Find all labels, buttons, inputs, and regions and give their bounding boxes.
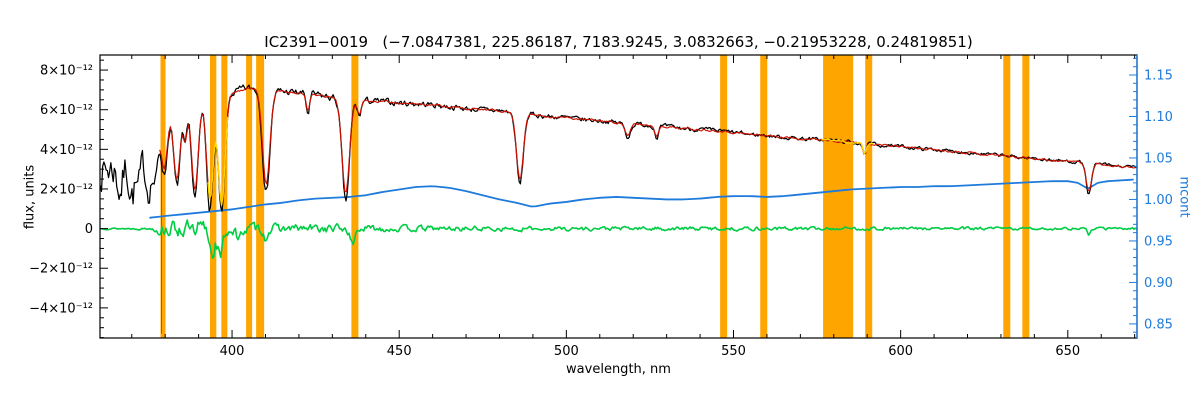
mask-band bbox=[256, 55, 265, 338]
masked-model-curve bbox=[207, 116, 229, 206]
tick-label: 450 bbox=[387, 344, 412, 359]
y-axis-label-flux: flux, units bbox=[22, 164, 38, 230]
tick-label: 2×10⁻¹² bbox=[40, 182, 93, 197]
masked-model-curve bbox=[821, 138, 874, 155]
tick-label: −2×10⁻¹² bbox=[29, 262, 93, 277]
spectrum-curve bbox=[100, 84, 1137, 212]
mcont-curve bbox=[149, 178, 1134, 219]
tick-label: 0.85 bbox=[1144, 317, 1173, 332]
mask-band bbox=[1022, 55, 1030, 338]
x-axis-label: wavelength, nm bbox=[566, 362, 671, 377]
tick-label: 1.05 bbox=[1144, 151, 1173, 166]
tick-label: 500 bbox=[554, 344, 579, 359]
mask-band bbox=[209, 55, 217, 338]
tick-label: 400 bbox=[220, 344, 245, 359]
tick-label: 1.00 bbox=[1144, 193, 1173, 208]
mask-bands bbox=[160, 55, 1030, 338]
mask-band bbox=[246, 55, 253, 338]
residual-curve bbox=[100, 219, 1137, 260]
tick-label: −4×10⁻¹² bbox=[29, 301, 93, 316]
tick-label: 4×10⁻¹² bbox=[40, 143, 93, 158]
mask-band bbox=[221, 55, 228, 338]
tick-label: 550 bbox=[721, 344, 746, 359]
tick-label: 8×10⁻¹² bbox=[40, 64, 93, 79]
tick-label: 650 bbox=[1055, 344, 1080, 359]
tick-label: 600 bbox=[888, 344, 913, 359]
y-axis-label-mcont: mcont bbox=[1176, 176, 1192, 218]
plot-title: IC2391−0019 (−7.0847381, 225.86187, 7183… bbox=[264, 33, 973, 51]
tick-label: 1.15 bbox=[1144, 68, 1173, 83]
mask-band bbox=[823, 55, 854, 338]
tick-label: 0.95 bbox=[1144, 234, 1173, 249]
tick-label: 0 bbox=[85, 222, 93, 237]
model-curve bbox=[159, 87, 1137, 207]
mask-band bbox=[160, 55, 166, 338]
axes: 400 450 500 550 600 650 8×10⁻¹² 6×10⁻¹² 4×10⁻¹² 2… bbox=[29, 54, 1173, 359]
tick-label: 0.90 bbox=[1144, 276, 1173, 291]
mask-band bbox=[1003, 55, 1011, 338]
tick-label: 6×10⁻¹² bbox=[40, 103, 93, 118]
tick-label: 1.10 bbox=[1144, 110, 1173, 125]
mask-band bbox=[865, 55, 873, 338]
